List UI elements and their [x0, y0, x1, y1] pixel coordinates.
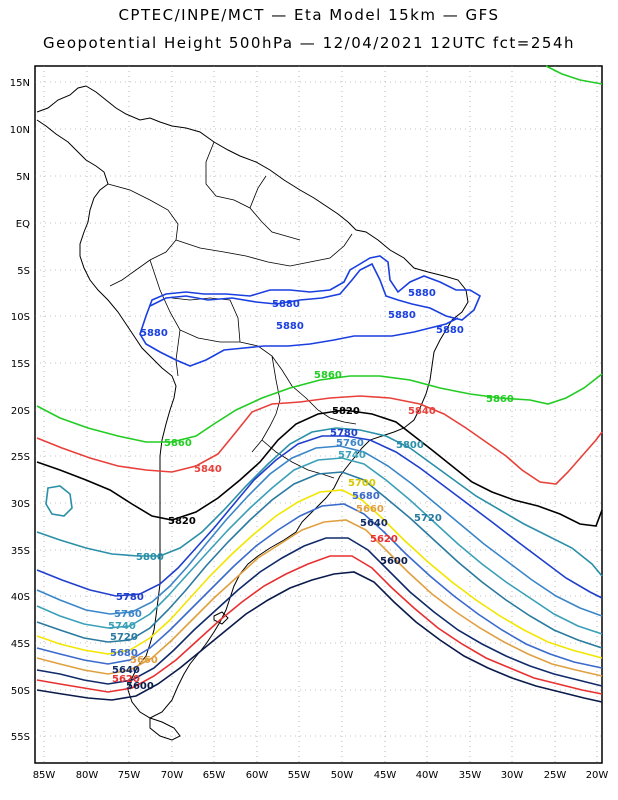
contour-label-5640: 5640 [360, 518, 388, 529]
lat-label: 10S [11, 312, 30, 323]
lon-label: 25W [544, 770, 567, 781]
coastline-south-america [36, 85, 469, 719]
contour-5720 [36, 471, 603, 649]
lon-label: 75W [118, 770, 141, 781]
contour-5600 [36, 571, 603, 703]
lat-label: 30S [11, 499, 30, 510]
lon-label: 85W [33, 770, 56, 781]
contour-label-5600: 5600 [126, 681, 154, 692]
contour-5640 [36, 537, 603, 687]
contour-label-5760: 5760 [336, 438, 364, 449]
contour-5740 [36, 457, 603, 635]
contour-label-5680: 5680 [110, 648, 138, 659]
contour-label-5720: 5720 [110, 632, 138, 643]
contour-label-5600: 5600 [380, 556, 408, 567]
lat-label: 50S [11, 686, 30, 697]
contour-5820 [36, 409, 603, 527]
lat-label: 10N [10, 125, 30, 136]
contour-label-5720: 5720 [414, 513, 442, 524]
contour-label-5880: 5880 [408, 288, 436, 299]
contour-label-5680: 5680 [352, 491, 380, 502]
chart-title-line-2: Geopotential Height 500hPa — 12/04/2021 … [42, 34, 576, 52]
contour-5860 [36, 373, 603, 443]
lat-label: 35S [11, 546, 30, 557]
lon-label: 40W [416, 770, 439, 781]
lon-label: 50W [331, 770, 354, 781]
contour-label-5880: 5880 [272, 299, 300, 310]
contour-label-5760: 5760 [114, 609, 142, 620]
lon-label: 65W [203, 770, 226, 781]
contour-label-5660: 5660 [356, 504, 384, 515]
contour-5880 [139, 255, 482, 367]
lat-label: 25S [11, 452, 30, 463]
contour-5760 [36, 445, 603, 617]
lon-label: 80W [76, 770, 99, 781]
axis-labels: 15N 10N 5N EQ 5S 10S 15S 20S 25S 30S 35S… [10, 78, 609, 781]
lon-label: 45W [374, 770, 397, 781]
lat-label: 55S [11, 732, 30, 743]
lat-label: 15S [11, 359, 30, 370]
lon-label: 55W [288, 770, 311, 781]
tierra-del-fuego [149, 717, 181, 741]
contour-label-5620: 5620 [370, 534, 398, 545]
contour-label-5640: 5640 [112, 665, 140, 676]
contour-label-5880: 5880 [436, 325, 464, 336]
contour-label-5800: 5800 [396, 440, 424, 451]
chart-title-line-1: CPTEC/INPE/MCT — Eta Model 15km — GFS [118, 6, 500, 24]
contour-labels: 5880 5880 5880 5880 5880 5880 5860 5860 … [108, 288, 514, 692]
contour-5860-north [545, 65, 603, 85]
contour-label-5620: 5620 [112, 674, 140, 685]
contour-label-5820: 5820 [332, 406, 360, 417]
contour-label-5860: 5860 [164, 438, 192, 449]
contour-5700 [36, 489, 603, 659]
contour-5620 [36, 555, 603, 695]
contour-5780 [36, 435, 603, 599]
lat-label: 15N [10, 78, 30, 89]
contour-label-5880: 5880 [388, 310, 416, 321]
contour-label-5840: 5840 [408, 406, 436, 417]
contour-label-5820: 5820 [168, 516, 196, 527]
contour-5800-loop [45, 485, 73, 517]
lon-label: 20W [586, 770, 609, 781]
contour-label-5800: 5800 [136, 552, 164, 563]
lon-label: 30W [501, 770, 524, 781]
lon-label: 35W [459, 770, 482, 781]
lon-label: 70W [161, 770, 184, 781]
contour-label-5860: 5860 [486, 394, 514, 405]
contour-label-5740: 5740 [338, 450, 366, 461]
contour-label-5860: 5860 [314, 370, 342, 381]
geopotential-contours [36, 65, 603, 703]
lat-label: 5S [17, 266, 30, 277]
contour-5680 [36, 503, 603, 669]
contour-5840 [36, 395, 603, 485]
contour-label-5840: 5840 [194, 464, 222, 475]
falkland-islands [213, 611, 229, 625]
lat-label: 20S [11, 406, 30, 417]
contour-5800 [36, 427, 603, 577]
lon-label: 60W [246, 770, 269, 781]
contour-label-5780: 5780 [116, 592, 144, 603]
contour-label-5780: 5780 [330, 428, 358, 439]
lat-label: EQ [16, 219, 30, 230]
contour-5660 [36, 519, 603, 677]
contour-label-5740: 5740 [108, 621, 136, 632]
lat-label: 40S [11, 592, 30, 603]
contour-label-5880: 5880 [140, 328, 168, 339]
lat-label: 45S [11, 639, 30, 650]
lat-label: 5N [16, 172, 30, 183]
contour-label-5880: 5880 [276, 321, 304, 332]
contour-label-5700: 5700 [348, 478, 376, 489]
contour-label-5660: 5660 [130, 655, 158, 666]
